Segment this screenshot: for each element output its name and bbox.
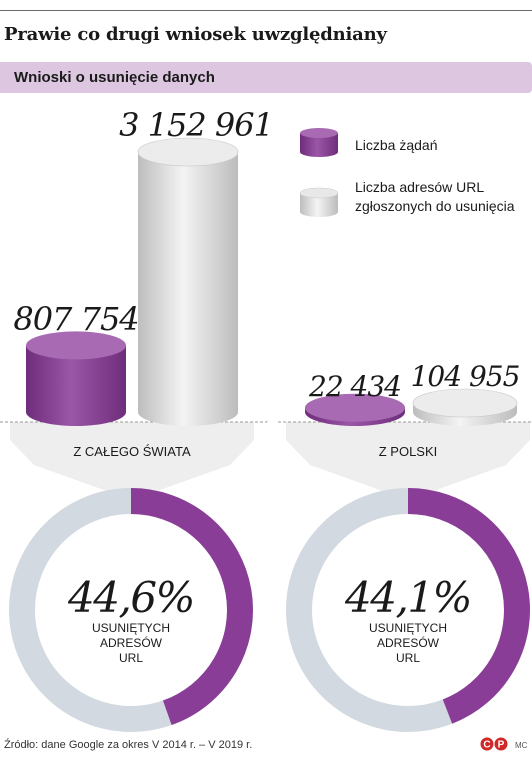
panel-poland: [286, 422, 530, 500]
category-label-world: Z CAŁEGO ŚWIATA: [73, 444, 191, 459]
legend-label-requests: Liczba żądań: [355, 137, 438, 153]
source-note: Źródło: dane Google za okres V 2014 r. –…: [4, 739, 253, 751]
bar-world-urls: [137, 137, 239, 426]
svg-text:C: C: [483, 740, 490, 751]
value-label-world-urls: 3 152 961: [119, 106, 273, 144]
donut-caption-poland-2: ADRESÓW: [377, 635, 440, 650]
bar-poland-urls: [412, 388, 518, 426]
chart-title: Prawie co drugi wniosek uwzględniany: [4, 24, 387, 45]
legend-label-urls-line2: zgłoszonych do usunięcia: [355, 198, 515, 214]
legend-swatch-requests: [300, 128, 338, 157]
publisher-logo: C P: [480, 737, 508, 751]
chart-subtitle: Wnioski o usunięcie danych: [14, 69, 215, 86]
donut-caption-world-1: USUNIĘTYCH: [92, 621, 170, 635]
donut-caption-world-2: ADRESÓW: [100, 635, 163, 650]
donut-value-poland: 44,1%: [344, 573, 471, 622]
bar-world-requests: [26, 331, 126, 426]
author-credit: MC: [515, 741, 528, 750]
value-label-poland-urls: 104 955: [411, 360, 520, 393]
legend-swatch-urls: [299, 187, 339, 217]
donut-value-world: 44,6%: [67, 573, 194, 622]
category-label-poland: Z POLSKI: [379, 444, 438, 459]
panel-world: [10, 422, 254, 500]
donut-poland-slice: [407, 488, 530, 724]
subtitle-bar: [0, 62, 532, 93]
svg-text:P: P: [498, 740, 505, 751]
legend: Liczba żądań Liczba adresów URL zgłoszon…: [299, 128, 515, 217]
donut-caption-poland-3: URL: [396, 651, 420, 665]
value-label-world-requests: 807 754: [13, 300, 138, 338]
legend-label-urls-line1: Liczba adresów URL: [355, 179, 484, 195]
donut-caption-poland-1: USUNIĘTYCH: [369, 621, 447, 635]
value-label-poland-requests: 22 434: [308, 370, 401, 403]
top-rule: [0, 10, 532, 11]
donut-world-slice: [130, 488, 253, 726]
donut-caption-world-3: URL: [119, 651, 143, 665]
bar-poland-requests: [305, 393, 405, 426]
